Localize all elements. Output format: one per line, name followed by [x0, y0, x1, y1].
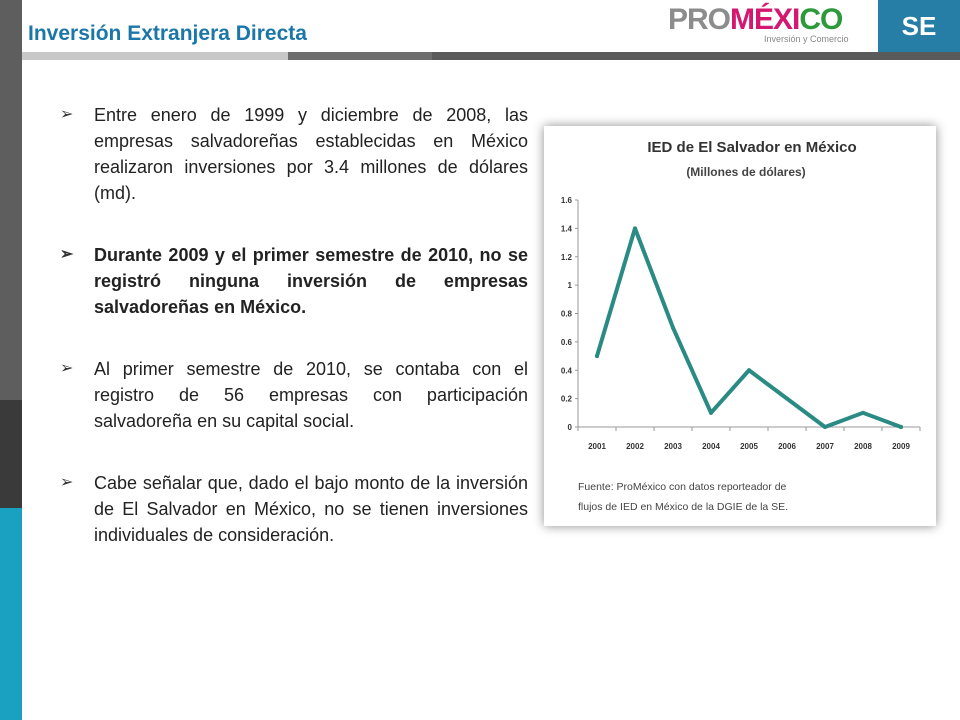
se-label: SE — [901, 10, 937, 41]
header-bar-segment-dark — [432, 52, 960, 60]
header-bar-segment-light — [22, 52, 288, 60]
y-tick-label: 0.4 — [561, 366, 573, 375]
chart-source-line-1: Fuente: ProMéxico con datos reporteador … — [578, 481, 787, 493]
x-tick-label: 2001 — [588, 442, 606, 451]
arrow-bullet-icon: ➢ — [60, 360, 74, 377]
sidebar-strip-top — [0, 0, 22, 400]
arrow-bullet-icon: ➢ — [60, 246, 74, 263]
x-tick-label: 2008 — [854, 442, 872, 451]
chart-marks — [595, 226, 903, 429]
data-point — [633, 226, 637, 231]
chart-card: IED de El Salvador en México (Millones d… — [544, 126, 936, 526]
page-title: Inversión Extranjera Directa — [28, 22, 307, 45]
y-tick-label: 0 — [568, 423, 573, 432]
x-tick-label: 2002 — [626, 442, 644, 451]
x-tick-label: 2007 — [816, 442, 834, 451]
bullet-text: Durante 2009 y el primer semestre de 201… — [94, 245, 528, 317]
line-chart: IED de El Salvador en México (Millones d… — [561, 139, 921, 513]
chart-source-line-2: flujos de IED en México de la DGIE de la… — [578, 501, 788, 513]
header-bar-segment-mid — [288, 52, 432, 60]
y-tick-label: 1 — [568, 281, 573, 290]
y-tick-label: 0.2 — [561, 395, 573, 404]
se-logo: SE — [878, 0, 960, 52]
bullet-text: Cabe señalar que, dado el bajo monto de … — [94, 473, 528, 545]
sidebar-strip-bottom — [0, 508, 22, 720]
y-tick-label: 1.6 — [561, 196, 573, 205]
data-point — [823, 425, 827, 429]
x-tick-label: 2009 — [892, 442, 910, 451]
y-tick-label: 0.6 — [561, 338, 573, 347]
series-line — [595, 226, 903, 429]
chart-axes: 0 0.2 0.4 0.6 0.8 1 1.2 1.4 1.6 2001 2002 2003 2004 2… — [561, 196, 921, 451]
logo-subtitle: Inversión y Comercio — [764, 34, 849, 44]
bullet-list: ➢ Entre enero de 1999 y diciembre de 2008… — [60, 102, 528, 584]
sidebar-strip-middle — [0, 400, 22, 508]
y-tick-label: 1.2 — [561, 253, 573, 262]
chart-subtitle: (Millones de dólares) — [686, 165, 805, 179]
data-point — [747, 368, 751, 373]
data-point — [671, 325, 675, 330]
data-point — [595, 354, 599, 359]
data-point — [861, 410, 865, 415]
arrow-bullet-icon: ➢ — [60, 474, 74, 491]
data-point — [709, 410, 713, 415]
bullet-item: ➢ Durante 2009 y el primer semestre de 20… — [60, 242, 528, 320]
x-tick-label: 2004 — [702, 442, 720, 451]
bullet-item: ➢ Al primer semestre de 2010, se contaba … — [60, 356, 528, 434]
bullet-text: Al primer semestre de 2010, se contaba c… — [94, 359, 528, 431]
bullet-item: ➢ Cabe señalar que, dado el bajo monto de… — [60, 470, 528, 548]
x-tick-label: 2005 — [740, 442, 758, 451]
data-point — [785, 396, 789, 401]
y-tick-label: 1.4 — [561, 224, 573, 233]
logo-wordmark: PROMÉXICO — [668, 3, 843, 36]
promexico-logo: PROMÉXICO Inversión y Comercio — [668, 4, 868, 52]
arrow-bullet-icon: ➢ — [60, 106, 74, 123]
x-tick-label: 2006 — [778, 442, 796, 451]
header-divider-bar — [22, 52, 960, 60]
y-tick-label: 0.8 — [561, 310, 573, 319]
x-tick-label: 2003 — [664, 442, 682, 451]
bullet-text: Entre enero de 1999 y diciembre de 2008,… — [94, 105, 528, 203]
data-point — [899, 425, 903, 429]
chart-title: IED de El Salvador en México — [647, 139, 856, 156]
bullet-item: ➢ Entre enero de 1999 y diciembre de 2008… — [60, 102, 528, 206]
